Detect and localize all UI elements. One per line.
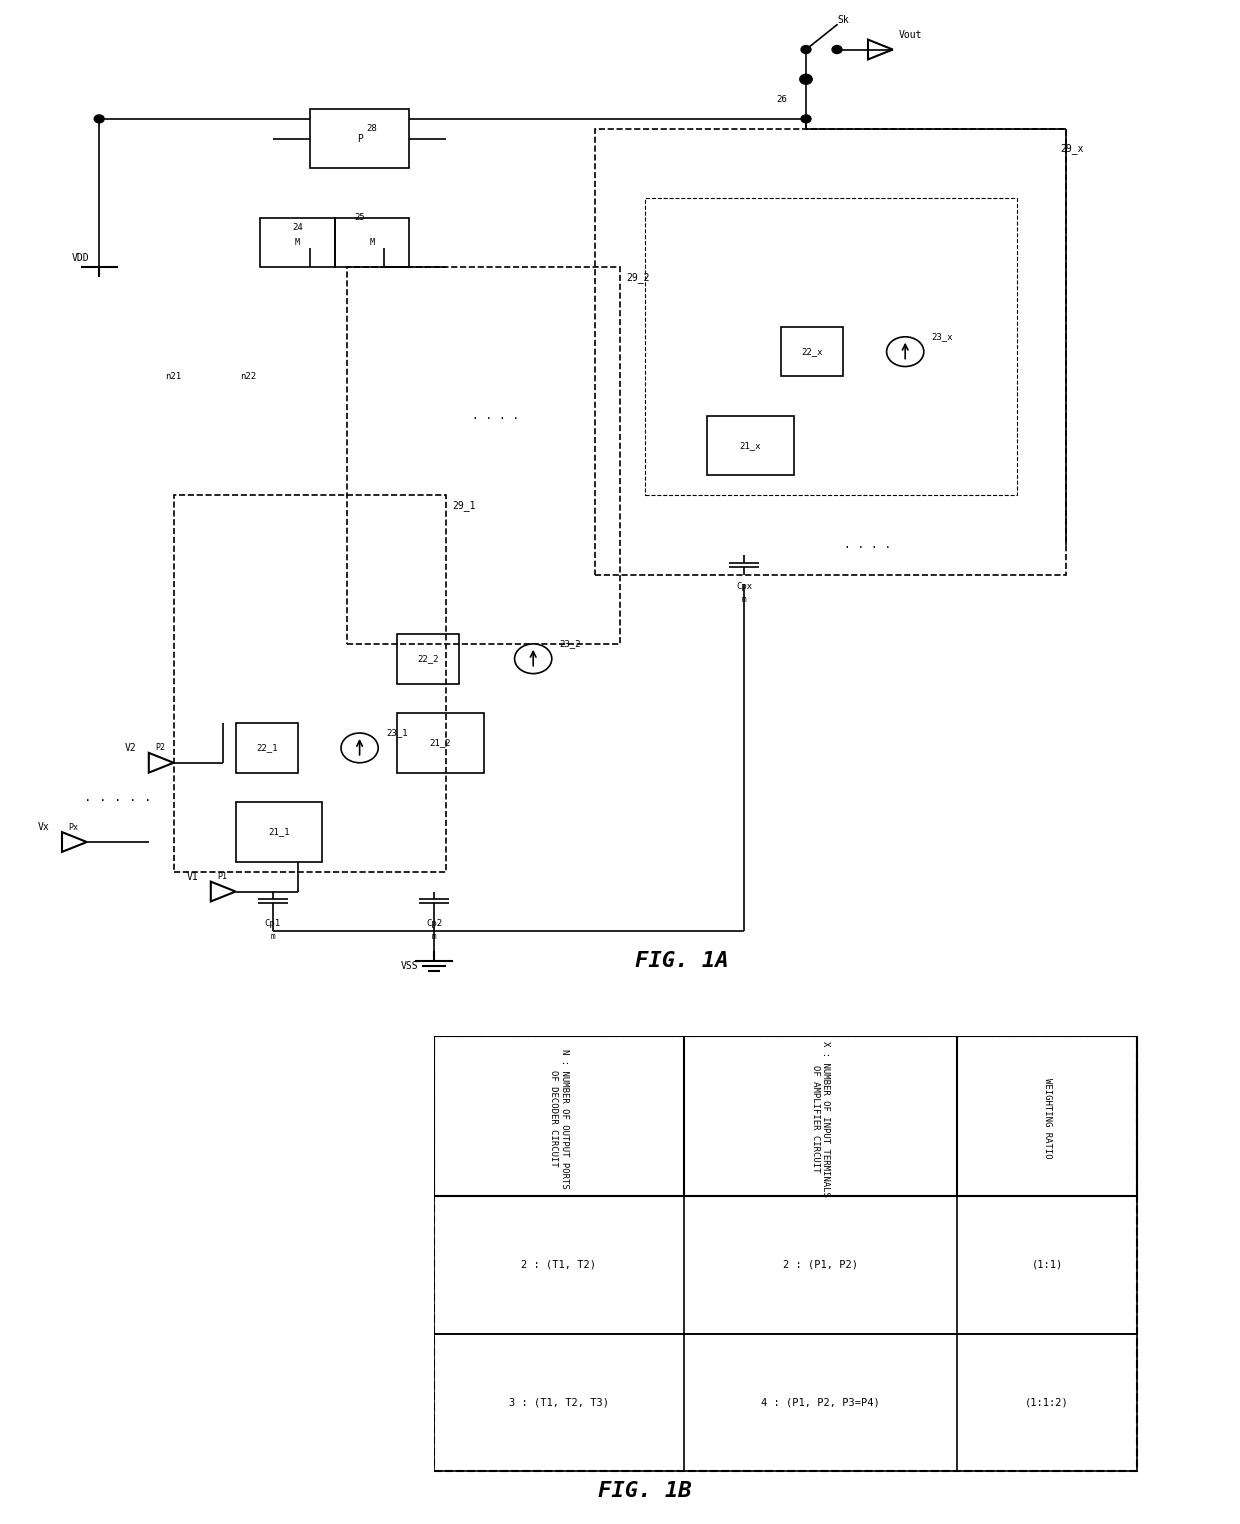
Bar: [397, 634, 459, 683]
Text: 22_2: 22_2: [417, 654, 439, 663]
Circle shape: [341, 733, 378, 764]
Text: 2 : (P1, P2): 2 : (P1, P2): [784, 1260, 858, 1269]
Text: 23_1: 23_1: [386, 728, 408, 738]
Bar: [347, 268, 620, 643]
Bar: [434, 1196, 1137, 1334]
Text: 2 : (T1, T2): 2 : (T1, T2): [522, 1260, 596, 1269]
Circle shape: [887, 337, 924, 366]
Text: Cpx: Cpx: [735, 582, 753, 591]
Text: WEIGHTING RATIO: WEIGHTING RATIO: [1043, 1079, 1052, 1158]
Text: 28: 28: [367, 125, 377, 133]
Text: n21: n21: [165, 372, 182, 381]
Text: Cp1: Cp1: [264, 919, 281, 928]
Text: VDD: VDD: [72, 253, 89, 262]
Text: m: m: [270, 931, 275, 940]
Text: 22_x: 22_x: [801, 347, 823, 357]
Text: 25: 25: [355, 213, 365, 223]
Text: 26: 26: [776, 94, 786, 104]
Bar: [781, 326, 843, 376]
Text: 23_x: 23_x: [931, 332, 954, 341]
Text: 29_x: 29_x: [1060, 143, 1084, 154]
Text: . . . . .: . . . . .: [84, 791, 151, 805]
Bar: [645, 198, 1017, 495]
Text: Vx: Vx: [38, 821, 50, 832]
Bar: [397, 713, 484, 773]
Circle shape: [515, 643, 552, 674]
Bar: [434, 1334, 1137, 1471]
Circle shape: [801, 46, 811, 53]
Text: Px: Px: [68, 823, 78, 832]
Text: 21_x: 21_x: [739, 442, 761, 450]
Bar: [595, 130, 1066, 575]
Text: 22_1: 22_1: [255, 744, 278, 753]
Bar: [707, 416, 794, 475]
Text: . . . .: . . . .: [472, 411, 520, 421]
Circle shape: [801, 114, 811, 123]
Text: X : NUMBER OF INPUT TERMINALS
OF AMPLIFIER CIRCUIT: X : NUMBER OF INPUT TERMINALS OF AMPLIFI…: [811, 1041, 831, 1196]
Text: N : NUMBER OF OUTPUT PORTS
OF DECODER CIRCUIT: N : NUMBER OF OUTPUT PORTS OF DECODER CI…: [549, 1049, 569, 1189]
Text: (1:1:2): (1:1:2): [1025, 1398, 1069, 1407]
Text: (1:1): (1:1): [1032, 1260, 1063, 1269]
Bar: [260, 218, 335, 268]
Text: n22: n22: [239, 372, 257, 381]
Bar: [434, 1036, 1137, 1196]
Text: 23_2: 23_2: [559, 640, 582, 648]
Text: FIG. 1B: FIG. 1B: [598, 1481, 692, 1501]
Bar: [236, 802, 322, 863]
Text: P2: P2: [155, 744, 165, 753]
Text: 29_2: 29_2: [626, 271, 650, 283]
Bar: [236, 724, 298, 773]
Circle shape: [800, 75, 812, 84]
Bar: [174, 495, 446, 872]
Bar: [310, 110, 409, 169]
Text: 4 : (P1, P2, P3=P4): 4 : (P1, P2, P3=P4): [761, 1398, 880, 1407]
Bar: [335, 218, 409, 268]
Text: V2: V2: [125, 742, 136, 753]
Text: Cp2: Cp2: [425, 919, 443, 928]
Text: 21_2: 21_2: [429, 739, 451, 747]
Text: m: m: [742, 594, 746, 604]
Text: M: M: [295, 238, 300, 247]
Circle shape: [832, 46, 842, 53]
Text: 21_1: 21_1: [268, 828, 290, 837]
Text: Vout: Vout: [899, 29, 923, 40]
Text: FIG. 1A: FIG. 1A: [635, 951, 729, 971]
Text: 29_1: 29_1: [453, 500, 476, 511]
Circle shape: [94, 114, 104, 123]
Text: Sk: Sk: [837, 15, 849, 24]
Text: M: M: [370, 238, 374, 247]
Text: . . . .: . . . .: [844, 539, 892, 550]
Text: P: P: [357, 134, 362, 143]
Text: P1: P1: [217, 872, 227, 881]
Text: 24: 24: [293, 224, 303, 232]
Text: V1: V1: [187, 872, 198, 882]
Text: VSS: VSS: [401, 960, 418, 971]
Text: m: m: [432, 931, 436, 940]
Text: 3 : (T1, T2, T3): 3 : (T1, T2, T3): [508, 1398, 609, 1407]
